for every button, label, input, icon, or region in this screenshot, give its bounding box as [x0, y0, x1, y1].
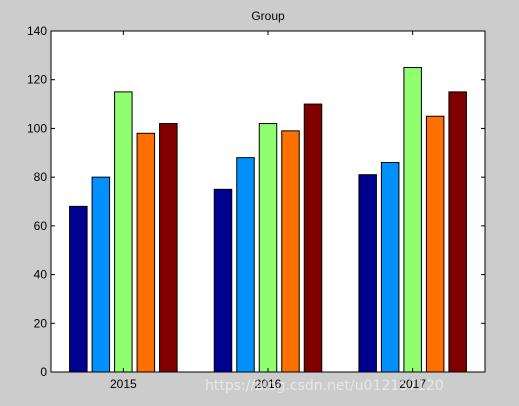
- bar-2015-series-5: [159, 123, 178, 373]
- x-tick-label-2015: 2015: [110, 377, 137, 391]
- bar-2016-series-5: [303, 103, 323, 373]
- bar-2017-series-2: [380, 162, 400, 373]
- y-axis: 0 20 40 60 80 100 120 140: [27, 24, 485, 379]
- bar-2017-series-3: [403, 67, 422, 373]
- bar-2016-series-4: [281, 130, 300, 373]
- bars-group: [69, 67, 467, 373]
- bar-2016-series-1: [213, 188, 233, 373]
- watermark: https://blog.csdn.net/u012157120: [205, 378, 444, 394]
- y-tick-label-120: 120: [27, 73, 47, 87]
- bar-2015-series-2: [91, 176, 111, 373]
- bar-2015-series-3: [114, 91, 133, 373]
- y-tick-label-60: 60: [34, 219, 48, 233]
- bar-2016-series-3: [258, 123, 278, 373]
- y-tick-label-100: 100: [27, 121, 47, 135]
- y-tick-label-80: 80: [34, 170, 48, 184]
- bar-2015-series-4: [136, 132, 156, 373]
- bar-2017-series-5: [448, 91, 467, 373]
- y-tick-label-20: 20: [34, 316, 48, 330]
- x-tick-label-2017: 2017: [399, 377, 426, 391]
- bar-2017-series-4: [425, 115, 445, 373]
- x-tick-label-2016: 2016: [255, 377, 282, 391]
- bar-2015-series-1: [69, 205, 88, 373]
- bar-2017-series-1: [358, 174, 377, 373]
- chart-title: Group: [251, 9, 285, 23]
- y-tick-label-140: 140: [27, 24, 47, 38]
- x-axis: 2015 2016 2017: [110, 31, 426, 391]
- y-tick-label-40: 40: [34, 268, 48, 282]
- y-tick-label-0: 0: [40, 365, 47, 379]
- bar-2016-series-2: [236, 157, 255, 373]
